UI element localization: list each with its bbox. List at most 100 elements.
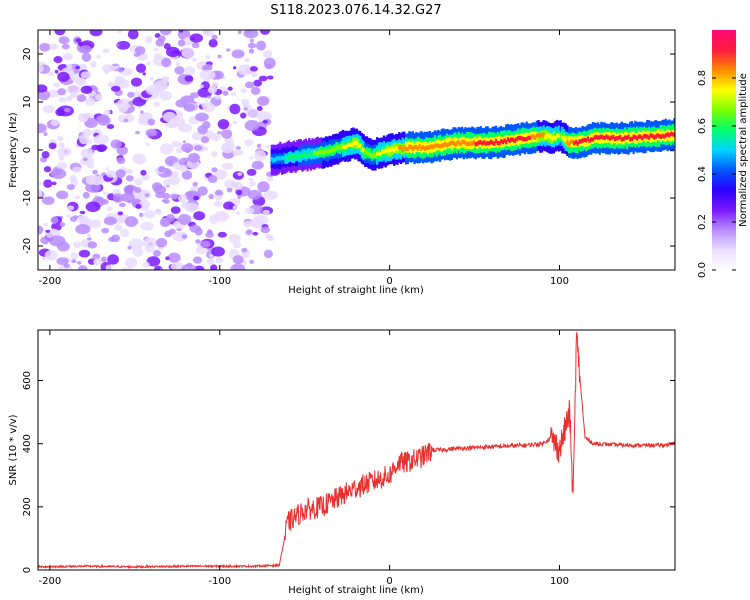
signal-cell	[608, 136, 612, 141]
noise-blob	[87, 233, 92, 238]
noise-blob	[80, 71, 92, 79]
signal-cell	[615, 136, 618, 141]
noise-blob	[118, 202, 126, 208]
signal-cell	[520, 136, 523, 141]
noise-blob	[41, 151, 50, 159]
y-tick-label: 0	[22, 147, 33, 153]
signal-cell	[391, 146, 394, 152]
signal-cell	[598, 135, 601, 140]
signal-cell	[537, 133, 540, 138]
noise-blob	[173, 215, 178, 219]
signal-cell	[343, 145, 347, 150]
colorbar-ticks: 0.0 0.2 0.4 0.6 0.8	[697, 70, 736, 278]
signal-cell	[483, 140, 486, 145]
noise-blob	[243, 107, 248, 111]
signal-cell	[455, 141, 459, 146]
noise-blob	[244, 207, 255, 214]
noise-blob	[74, 195, 81, 200]
noise-blob	[57, 88, 67, 96]
noise-blob	[125, 175, 134, 182]
noise-blob	[38, 182, 43, 186]
noise-blob	[106, 124, 115, 129]
noise-blob	[217, 131, 222, 135]
noise-blob	[56, 161, 68, 170]
noise-blob	[230, 91, 237, 97]
noise-blob	[237, 64, 254, 76]
noise-blob	[235, 211, 241, 216]
noise-blob	[40, 236, 50, 245]
x-tick-label: -100	[208, 276, 231, 287]
noise-blob	[155, 237, 168, 248]
noise-blob	[249, 181, 256, 187]
signal-cell	[275, 156, 279, 161]
noise-blob	[213, 200, 222, 207]
signal-cell	[404, 146, 408, 152]
snr-y-axis-label: SNR (10 * v/v)	[8, 414, 19, 485]
signal-cell	[550, 136, 554, 141]
noise-blob	[201, 102, 209, 108]
signal-cell	[596, 135, 600, 140]
noise-blob	[80, 85, 93, 94]
signal-cell	[634, 135, 637, 140]
signal-cell	[561, 136, 564, 141]
noise-blob	[211, 151, 218, 158]
signal-cell	[319, 150, 323, 155]
noise-blob	[76, 260, 82, 265]
noise-blob	[155, 191, 166, 199]
signal-cell	[561, 130, 564, 142]
signal-cell	[578, 139, 581, 144]
noise-blob	[253, 79, 263, 87]
noise-blob	[195, 239, 201, 244]
noise-blob	[237, 172, 243, 176]
noise-blob	[144, 193, 150, 197]
noise-blob	[203, 63, 213, 71]
signal-cell	[508, 138, 511, 143]
signal-cell	[357, 143, 360, 148]
noise-blob	[38, 64, 44, 73]
signal-cell	[338, 145, 341, 150]
signal-cell	[336, 145, 340, 150]
y-tick-label: -10	[22, 190, 33, 206]
signal-cell	[669, 130, 673, 142]
signal-cell	[279, 156, 282, 161]
signal-cell	[347, 142, 350, 147]
signal-cell	[544, 129, 547, 141]
noise-blob	[217, 118, 230, 130]
noise-blob	[54, 30, 66, 36]
x-tick-label: 100	[550, 576, 569, 587]
colorbar: 0.0 0.2 0.4 0.6 0.8 Normalized spectral ampl…	[697, 30, 749, 278]
noise-blob	[227, 86, 233, 91]
signal-cell	[522, 136, 525, 142]
noise-blob	[139, 199, 151, 209]
signal-cell	[517, 136, 520, 141]
noise-blob	[200, 136, 210, 144]
noise-blob	[228, 233, 241, 244]
noise-blob	[145, 36, 153, 44]
noise-blob	[71, 259, 77, 264]
noise-blob	[248, 177, 254, 182]
signal-cell	[622, 136, 625, 142]
signal-cell	[360, 147, 364, 153]
noise-blob	[93, 134, 110, 145]
noise-blob	[210, 264, 218, 270]
signal-cell	[333, 148, 336, 153]
noise-blob	[115, 43, 120, 47]
noise-blob	[47, 71, 55, 77]
noise-blob	[115, 169, 126, 178]
y-tick-label: 0	[22, 567, 33, 573]
noise-blob	[54, 70, 59, 74]
signal-cell	[398, 145, 401, 150]
signal-cell	[364, 150, 367, 155]
noise-blob	[134, 187, 142, 193]
signal-cell	[576, 136, 579, 147]
noise-blob	[76, 94, 87, 102]
noise-blob	[250, 38, 254, 43]
noise-blob	[142, 72, 147, 76]
noise-blob	[42, 256, 46, 260]
snr-frame	[37, 329, 676, 571]
signal-cell	[584, 138, 588, 143]
noise-blob	[176, 147, 184, 154]
signal-cell	[613, 136, 617, 142]
noise-blob	[247, 42, 257, 49]
noise-blob	[75, 223, 91, 235]
